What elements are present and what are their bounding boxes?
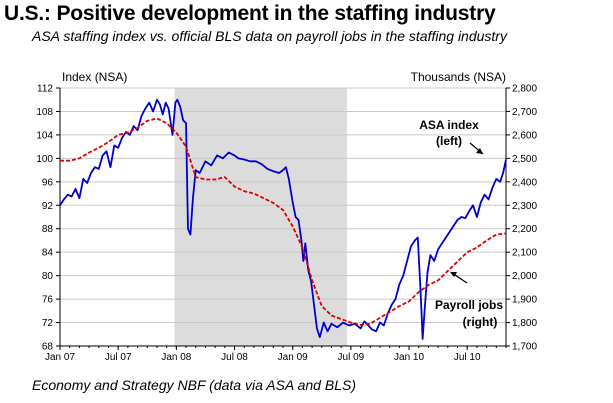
payroll-jobs-arrowhead [450,272,457,277]
y-left-tick-label: 96 [42,177,54,188]
x-tick-label: Jan 09 [278,352,308,363]
chart-source-note: Economy and Strategy NBF (data via ASA a… [32,377,356,393]
y-right-tick-label: 2,100 [512,248,537,259]
y-left-tick-label: 100 [36,154,53,165]
y-left-tick-label: 76 [42,295,54,306]
y-right-tick-label: 2,300 [512,201,537,212]
y-right-tick-label: 2,600 [512,130,537,141]
asa-index-line [59,98,507,340]
recession-shading [174,88,347,346]
chart-title: U.S.: Positive development in the staffi… [4,2,496,25]
y-left-tick-label: 84 [42,248,54,259]
y-left-tick-label: 88 [42,224,54,235]
y-right-tick-label: 2,800 [512,84,537,95]
y-left-axis-label: Index (NSA) [62,70,127,84]
y-left-tick-label: 112 [37,84,53,95]
chart-subtitle: ASA staffing index vs. official BLS data… [32,28,507,44]
x-tick-label: Jul 08 [221,352,248,363]
payroll-jobs-annotation: Payroll jobs (right) [435,298,503,329]
x-tick-label: Jan 10 [394,352,424,363]
y-right-tick-label: 1,900 [512,295,537,306]
y-right-axis-label: Thousands (NSA) [411,70,506,84]
y-left-tick-label: 108 [36,107,53,118]
x-tick-label: Jan 08 [161,352,191,363]
x-tick-label: Jul 10 [454,352,481,363]
y-right-tick-label: 2,500 [512,154,537,165]
asa-index-annotation: ASA index (left) [419,118,479,148]
y-left-tick-label: 80 [42,271,54,282]
asa-index-arrowhead [476,148,483,154]
y-right-tick-label: 2,400 [512,177,537,188]
y-right-tick-label: 1,700 [512,342,537,353]
payroll-jobs-line [60,117,507,326]
y-right-tick-label: 2,000 [512,271,537,282]
y-left-tick-label: 72 [42,318,54,329]
x-tick-label: Jul 09 [338,352,365,363]
x-tick-label: Jan 07 [45,352,75,363]
y-left-tick-label: 104 [36,130,53,141]
y-right-tick-label: 1,800 [512,318,537,329]
y-left-tick-label: 92 [42,201,54,212]
y-right-tick-label: 2,200 [512,224,537,235]
y-left-tick-label: 68 [42,342,54,353]
x-tick-label: Jul 07 [105,352,132,363]
y-right-tick-label: 2,700 [512,107,537,118]
